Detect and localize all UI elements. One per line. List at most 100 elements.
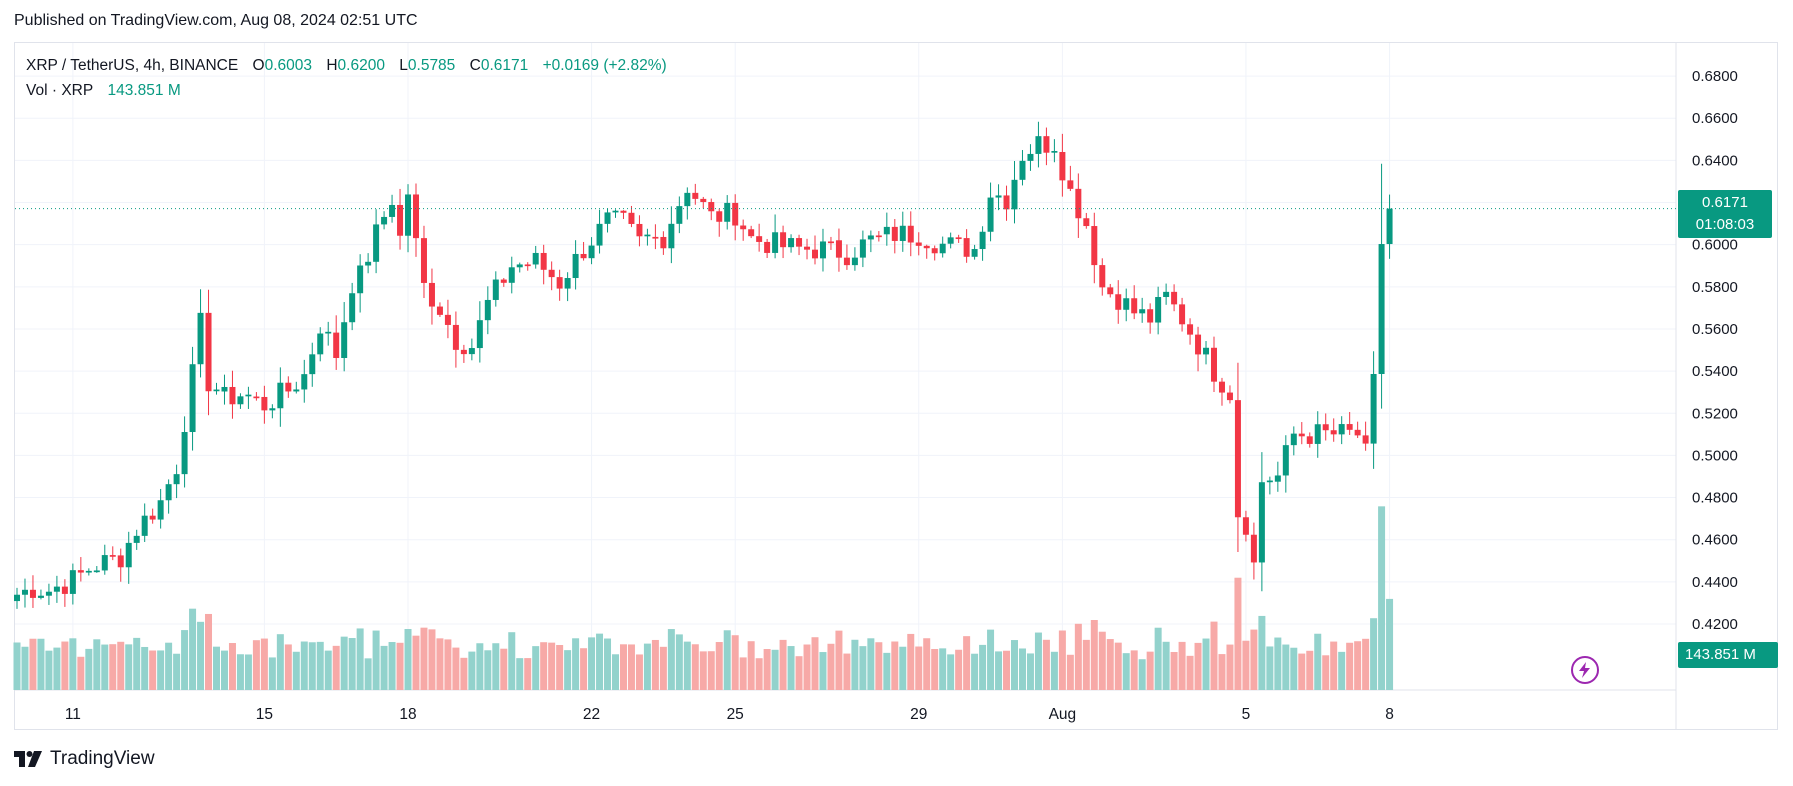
- time-axis-label: 25: [727, 706, 744, 723]
- price-axis-label: 0.4800: [1692, 490, 1738, 507]
- candle-body: [125, 542, 132, 568]
- volume-bar: [859, 646, 867, 690]
- candle-body: [572, 253, 579, 279]
- volume-bar: [1042, 639, 1050, 690]
- volume-bar: [197, 621, 205, 690]
- bar-countdown: 01:08:03: [1695, 216, 1755, 233]
- candle-body: [1019, 160, 1026, 180]
- candle-body: [748, 229, 755, 237]
- volume-bar: [619, 644, 627, 690]
- candle-body: [277, 382, 284, 409]
- candle-body: [532, 252, 539, 265]
- volume-bar: [85, 648, 93, 690]
- volume-bar: [947, 654, 955, 690]
- candle-body: [1378, 244, 1385, 374]
- candle-body: [157, 500, 164, 520]
- close-label: C: [469, 57, 481, 74]
- candle-body: [708, 202, 715, 212]
- volume-bar: [1050, 651, 1058, 690]
- volume-bar: [348, 638, 356, 690]
- volume-bar: [45, 650, 53, 690]
- volume-bar: [220, 650, 228, 690]
- candle-body: [420, 238, 427, 283]
- volume-bar: [1234, 577, 1242, 690]
- candle-body: [939, 243, 946, 254]
- candle-body: [484, 299, 491, 321]
- volume-bar: [181, 630, 189, 690]
- volume-bar: [21, 646, 29, 690]
- volume-bar: [939, 648, 947, 690]
- volume-bar: [1066, 654, 1074, 690]
- candle-body: [1306, 436, 1313, 444]
- volume-bar: [1338, 651, 1346, 690]
- candle-body: [652, 236, 659, 239]
- volume-bar: [1298, 653, 1306, 690]
- candle-body: [373, 224, 380, 262]
- chart-legend: XRP / TetherUS, 4h, BINANCE O0.6003 H0.6…: [26, 53, 667, 103]
- volume-bar: [284, 644, 292, 690]
- volume-bar: [835, 630, 843, 690]
- candle-body: [668, 223, 675, 249]
- price-axis-label: 0.6800: [1692, 68, 1738, 85]
- volume-bar: [468, 651, 476, 690]
- time-axis-label: 29: [910, 706, 927, 723]
- candle-body: [764, 241, 771, 253]
- volume-bar: [133, 637, 141, 690]
- volume-bar: [843, 653, 851, 690]
- volume-bar: [723, 630, 731, 690]
- candle-body: [1370, 373, 1377, 444]
- candle-body: [1059, 151, 1066, 181]
- volume-row: Vol · XRP 143.851 M: [26, 78, 667, 103]
- volume-bar: [532, 646, 540, 690]
- volume-bar: [811, 637, 819, 690]
- candle-body: [1362, 435, 1369, 444]
- candle-body: [341, 322, 348, 359]
- candle-body: [1171, 291, 1178, 305]
- candle-body: [1211, 347, 1217, 382]
- candle-body: [1258, 482, 1265, 563]
- candle-body: [524, 264, 531, 267]
- volume-bar: [157, 650, 165, 690]
- candle-body: [1139, 309, 1146, 314]
- volume-bar: [596, 633, 604, 690]
- volume-bar: [37, 638, 45, 690]
- price-axis-label: 0.6600: [1692, 110, 1738, 127]
- tradingview-brand[interactable]: TradingView: [14, 748, 155, 770]
- candle-body: [1322, 424, 1329, 431]
- candle-body: [947, 237, 954, 244]
- volume-bar: [1378, 506, 1386, 690]
- candle-body: [1290, 433, 1297, 446]
- candle-body: [1250, 534, 1257, 563]
- candle-body: [1043, 136, 1050, 153]
- candle-body: [819, 241, 826, 259]
- candle-body: [1354, 429, 1361, 436]
- volume-bar: [604, 638, 612, 690]
- volume-bar: [412, 635, 420, 690]
- candle-body: [971, 249, 978, 257]
- candle-body: [253, 396, 260, 399]
- candle-body: [676, 206, 683, 224]
- candle-body: [77, 570, 84, 573]
- volume-bar: [979, 644, 987, 690]
- candle-body: [1187, 324, 1194, 335]
- chart-frame[interactable]: [14, 42, 1778, 730]
- price-axis-label: 0.4600: [1692, 532, 1738, 549]
- volume-bar: [1322, 655, 1330, 690]
- candle-body: [436, 306, 443, 315]
- volume-bar: [1274, 637, 1282, 690]
- last-price-value: 0.6171: [1702, 194, 1748, 211]
- candle-body: [413, 194, 419, 239]
- volume-bar: [1194, 642, 1202, 690]
- lightning-icon[interactable]: [1571, 656, 1599, 684]
- volume-bar: [1346, 642, 1354, 690]
- volume-bar: [867, 638, 875, 690]
- candle-body: [14, 594, 20, 602]
- price-axis-label: 0.6000: [1692, 237, 1738, 254]
- volume-bar: [1026, 653, 1034, 690]
- volume-bar: [452, 647, 460, 690]
- candle-body: [915, 242, 922, 246]
- candle-body: [1003, 195, 1010, 210]
- candle-body: [1027, 153, 1034, 161]
- volume-bar: [731, 635, 739, 690]
